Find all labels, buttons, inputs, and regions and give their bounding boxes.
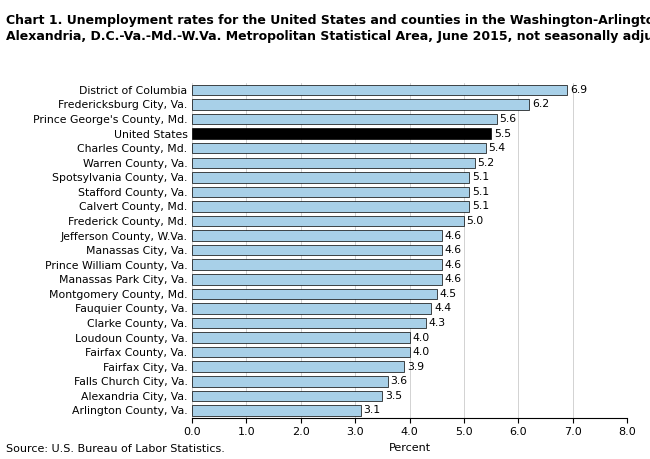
Text: 6.2: 6.2 [532,100,549,110]
Bar [192,187,469,197]
Bar [192,332,410,343]
Bar [192,84,567,95]
Text: 5.1: 5.1 [472,202,489,212]
Bar [192,157,474,168]
Text: 3.9: 3.9 [407,362,424,372]
Text: 5.4: 5.4 [488,143,506,153]
Text: 3.6: 3.6 [391,376,408,386]
Bar [192,172,469,183]
Text: 4.5: 4.5 [439,289,456,299]
Bar [192,129,491,139]
Bar [192,201,469,212]
Text: 4.0: 4.0 [412,333,430,342]
Text: 4.6: 4.6 [445,230,462,241]
Text: 4.6: 4.6 [445,260,462,270]
Text: Chart 1. Unemployment rates for the United States and counties in the Washington: Chart 1. Unemployment rates for the Unit… [6,14,650,43]
Text: 4.6: 4.6 [445,274,462,284]
Text: 5.5: 5.5 [494,129,511,139]
Bar [192,143,486,153]
Bar [192,230,442,241]
Text: 4.0: 4.0 [412,347,430,357]
Bar [192,303,432,313]
Text: Source: U.S. Bureau of Labor Statistics.: Source: U.S. Bureau of Labor Statistics. [6,444,226,454]
Text: 3.5: 3.5 [385,391,402,401]
Text: 4.3: 4.3 [428,318,446,328]
Text: 5.6: 5.6 [499,114,517,124]
Bar [192,405,361,416]
Bar [192,216,464,226]
Text: 4.6: 4.6 [445,245,462,255]
Bar [192,391,382,401]
Text: 5.2: 5.2 [478,158,495,168]
Text: 6.9: 6.9 [570,85,587,95]
Bar [192,318,426,328]
Bar [192,99,529,110]
Bar [192,376,387,386]
Bar [192,347,410,358]
Text: 5.1: 5.1 [472,187,489,197]
Bar [192,259,442,270]
Text: 5.0: 5.0 [467,216,484,226]
X-axis label: Percent: Percent [389,443,430,453]
Bar [192,289,437,299]
Bar [192,274,442,285]
Text: 4.4: 4.4 [434,303,451,313]
Bar [192,361,404,372]
Text: 5.1: 5.1 [472,172,489,182]
Bar [192,245,442,255]
Bar [192,114,497,124]
Text: 3.1: 3.1 [363,405,380,415]
